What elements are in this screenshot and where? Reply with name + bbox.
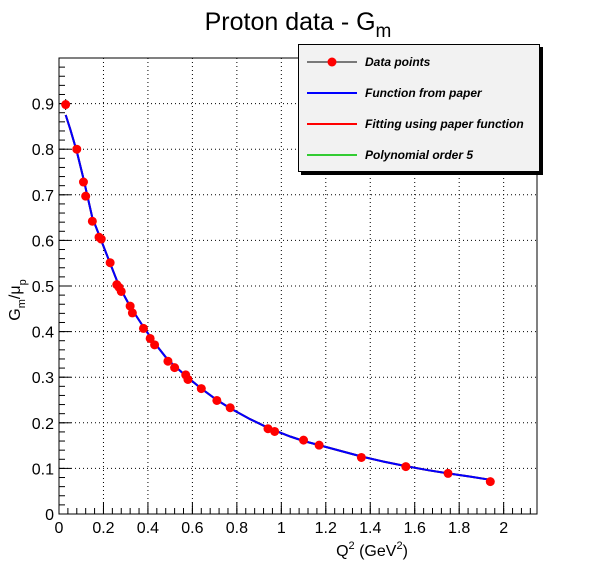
- x-tick-label: 1: [277, 520, 286, 537]
- data-point: [225, 403, 235, 413]
- data-point: [78, 177, 88, 187]
- legend-swatch-polynomial: [307, 154, 357, 156]
- data-point: [163, 356, 173, 366]
- data-point: [96, 234, 106, 244]
- x-tick-label: 1.4: [359, 520, 381, 537]
- x-tick-label: 0.2: [92, 520, 114, 537]
- x-tick-label: 1.2: [315, 520, 337, 537]
- legend-label-polynomial: Polynomial order 5: [365, 148, 474, 162]
- x-tick-label: 0.6: [181, 520, 203, 537]
- legend-item-fitting: Fitting using paper function: [299, 109, 539, 139]
- legend-label-data-points: Data points: [365, 55, 431, 69]
- y-axis-label-g: G: [7, 308, 24, 320]
- data-point: [138, 323, 148, 333]
- y-tick-label: 0.6: [32, 233, 54, 250]
- data-point: [61, 100, 71, 110]
- data-point: [314, 440, 324, 450]
- y-axis-label: Gm/μp: [7, 279, 29, 320]
- data-point: [212, 395, 222, 405]
- y-tick-label: 0.3: [32, 370, 54, 387]
- x-axis-label-units: (GeV: [355, 543, 397, 560]
- data-point: [125, 301, 135, 311]
- x-axis-label-units-close: ): [403, 543, 408, 560]
- x-tick-label: 0: [55, 520, 64, 537]
- x-tick-label: 2: [499, 520, 508, 537]
- legend-swatch-fitting: [307, 123, 357, 125]
- x-axis-label-units-sup: 2: [396, 540, 402, 552]
- data-point: [127, 308, 137, 318]
- y-tick-label: 0.2: [32, 416, 54, 433]
- chart-title: Proton data - Gm: [205, 8, 392, 42]
- y-axis-label-slash: /: [7, 294, 24, 299]
- x-tick-label: 0.4: [137, 520, 159, 537]
- data-points: [61, 99, 495, 487]
- y-axis-label-mu-sub: p: [17, 279, 29, 285]
- data-point: [356, 452, 366, 462]
- data-point: [485, 477, 495, 487]
- data-point: [170, 363, 180, 373]
- data-point: [150, 340, 160, 350]
- chart-title-main: Proton data - G: [205, 8, 376, 36]
- y-tick-label: 0.9: [32, 97, 54, 114]
- data-point: [72, 144, 82, 154]
- data-point: [116, 286, 126, 296]
- data-point: [105, 258, 115, 268]
- x-tick-label: 1.8: [448, 520, 470, 537]
- legend-item-data-points: Data points: [299, 47, 539, 77]
- y-tick-label: 0.7: [32, 188, 54, 205]
- data-point: [87, 216, 97, 226]
- data-point: [196, 384, 206, 394]
- chart-title-subscript: m: [376, 21, 392, 42]
- data-point: [145, 333, 155, 343]
- data-point: [299, 435, 309, 445]
- y-axis-label-g-sub: m: [16, 299, 28, 308]
- legend-item-polynomial: Polynomial order 5: [299, 140, 539, 170]
- data-point: [81, 191, 91, 201]
- svg-text:Gm/μp: Gm/μp: [7, 279, 29, 320]
- y-tick-label: 0.1: [32, 461, 54, 478]
- data-point: [443, 468, 453, 478]
- legend-swatch-data-points: [307, 57, 357, 67]
- legend-swatch-function-from-paper: [307, 92, 357, 94]
- legend-label-fitting: Fitting using paper function: [365, 117, 524, 131]
- data-point: [270, 426, 280, 436]
- legend-label-function-from-paper: Function from paper: [365, 86, 482, 100]
- axes: 0 0.2 0.4 0.6 0.8 1 1.2 1.4 1.6 1.8 2 0 0.1 0.2 0.3 0.4…: [32, 57, 538, 537]
- y-tick-label: 0.5: [32, 279, 54, 296]
- x-tick-label: 0.8: [226, 520, 248, 537]
- data-point: [401, 462, 411, 472]
- legend-item-function-from-paper: Function from paper: [299, 78, 539, 108]
- y-tick-label: 0.4: [32, 325, 54, 342]
- legend: Data points Function from paper Fitting …: [298, 44, 540, 172]
- data-point: [183, 374, 193, 384]
- y-axis-label-mu: μ: [7, 285, 24, 294]
- y-tick-label: 0.8: [32, 142, 54, 159]
- x-axis-label-main: Q: [336, 543, 348, 560]
- x-axis-label-sup: 2: [349, 540, 355, 552]
- x-axis-label: Q2 (GeV2): [336, 540, 408, 560]
- y-tick-label: 0: [45, 507, 54, 524]
- x-tick-label: 1.6: [404, 520, 426, 537]
